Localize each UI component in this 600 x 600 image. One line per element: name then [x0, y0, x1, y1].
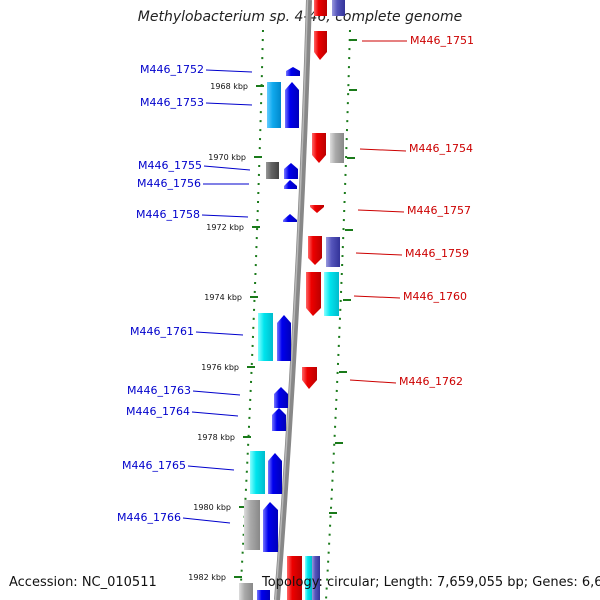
scale-label-1972: 1972 kbp [206, 223, 244, 232]
gene-M446_1754-paralog[interactable] [330, 133, 344, 163]
leader-M446_1759 [355, 252, 403, 256]
right-major-ticks [329, 39, 357, 514]
gene-M446_1762[interactable] [302, 367, 317, 389]
reverse-strand-genes [287, 0, 345, 600]
left-leader-lines [182, 69, 253, 524]
label-M446_1756[interactable]: M446_1756 [137, 177, 201, 190]
label-M446_1765[interactable]: M446_1765 [122, 459, 186, 472]
gene-M446_1754[interactable] [312, 133, 326, 163]
leader-M446_1766 [182, 517, 231, 524]
gene-M446_1760[interactable] [306, 272, 321, 316]
label-M446_1755[interactable]: M446_1755 [138, 159, 202, 172]
gene-bottom-cyan[interactable] [305, 556, 312, 600]
scale-label-1974: 1974 kbp [204, 293, 242, 302]
topology-label: Topology: circular; [262, 575, 380, 590]
gene-M446_1761-paralog[interactable] [258, 313, 273, 361]
leader-M446_1757 [357, 209, 405, 213]
gene-M446_1755[interactable] [284, 163, 298, 179]
label-M446_1752[interactable]: M446_1752 [140, 63, 204, 76]
leader-M446_1758 [201, 214, 249, 218]
leader-M446_1754 [359, 148, 407, 152]
gene-top-slate[interactable] [332, 0, 345, 16]
leader-M446_1765 [187, 465, 235, 471]
gene-M446_1752[interactable] [286, 67, 300, 76]
left-major-ticks [234, 85, 264, 578]
scale-label-1970: 1970 kbp [208, 153, 246, 162]
label-M446_1764[interactable]: M446_1764 [126, 405, 190, 418]
label-M446_1761[interactable]: M446_1761 [130, 325, 194, 338]
gene-M446_1766[interactable] [263, 502, 278, 552]
gene-M446_1758[interactable] [283, 214, 297, 222]
gene-bottom-gray[interactable] [239, 583, 253, 600]
genes-count-label: Genes: 6,691 [532, 575, 600, 590]
gene-M446_1765-paralog[interactable] [250, 451, 265, 494]
gene-M446_1753-paralog[interactable] [267, 82, 281, 128]
genome-stats: Topology: circular; Length: 7,659,055 bp… [262, 575, 600, 590]
gene-M446_1760-paralog[interactable] [324, 272, 339, 316]
genome-backbone-highlight [274, 0, 309, 600]
label-M446_1763[interactable]: M446_1763 [127, 384, 191, 397]
gene-bottom-red[interactable] [287, 556, 302, 600]
gene-M446_1751[interactable] [314, 31, 327, 60]
leader-M446_1755 [203, 165, 251, 171]
length-label: Length: 7,659,055 bp; [383, 575, 529, 590]
label-M446_1753[interactable]: M446_1753 [140, 96, 204, 109]
gene-top-red[interactable] [314, 0, 327, 16]
gene-M446_1764[interactable] [272, 408, 286, 431]
gene-M446_1755-paralog[interactable] [266, 162, 279, 179]
gene-M446_1763[interactable] [274, 387, 288, 408]
leader-M446_1753 [205, 102, 253, 106]
genome-backbone [274, 0, 312, 600]
leader-M446_1762 [349, 379, 397, 384]
label-M446_1760[interactable]: M446_1760 [403, 290, 467, 303]
gene-bottom-slate[interactable] [312, 556, 320, 600]
forward-strand-genes [239, 67, 300, 600]
leader-M446_1764 [191, 411, 239, 417]
label-M446_1766[interactable]: M446_1766 [117, 511, 181, 524]
accession-label: Accession: NC_010511 [9, 575, 157, 590]
leader-M446_1763 [192, 390, 241, 396]
gene-M446_1753[interactable] [285, 82, 299, 128]
gene-M446_1757[interactable] [310, 205, 324, 213]
label-M446_1757[interactable]: M446_1757 [407, 204, 471, 217]
scale-label-1976: 1976 kbp [201, 363, 239, 372]
leader-M446_1752 [205, 69, 253, 73]
label-M446_1759[interactable]: M446_1759 [405, 247, 469, 260]
gene-bottom-blue[interactable] [257, 590, 270, 600]
gene-M446_1756[interactable] [284, 180, 297, 189]
leader-M446_1761 [195, 331, 244, 336]
label-M446_1758[interactable]: M446_1758 [136, 208, 200, 221]
scale-label-1980: 1980 kbp [193, 503, 231, 512]
leader-M446_1760 [353, 295, 401, 299]
scale-label-1982: 1982 kbp [188, 573, 226, 582]
genome-title: Methylobacterium sp. 4-46, complete geno… [137, 9, 463, 25]
right-leader-lines [349, 40, 407, 384]
label-M446_1751[interactable]: M446_1751 [410, 34, 474, 47]
gene-M446_1766-paralog[interactable] [244, 500, 260, 550]
gene-M446_1759[interactable] [308, 236, 322, 265]
label-M446_1754[interactable]: M446_1754 [409, 142, 473, 155]
gene-M446_1759-paralog[interactable] [326, 237, 340, 267]
scale-label-1978: 1978 kbp [197, 433, 235, 442]
scale-label-1968: 1968 kbp [210, 82, 248, 91]
label-M446_1762[interactable]: M446_1762 [399, 375, 463, 388]
gene-M446_1761[interactable] [277, 315, 291, 361]
gene-M446_1765[interactable] [268, 453, 282, 494]
